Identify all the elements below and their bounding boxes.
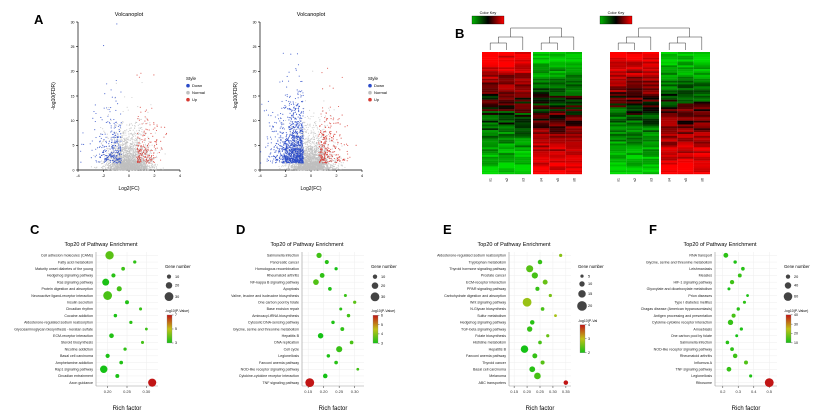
svg-text:30: 30 [253, 20, 257, 24]
svg-text:Volcanoplot: Volcanoplot [115, 12, 144, 18]
svg-text:-4: -4 [258, 173, 262, 178]
heatmap-right: Color Key s1 s2 s3 s4 s5 s6 [596, 6, 720, 204]
svg-text:Log2(FC): Log2(FC) [118, 186, 139, 192]
svg-text:30: 30 [71, 20, 75, 24]
svg-text:10: 10 [71, 119, 75, 123]
svg-text:0: 0 [128, 173, 131, 178]
volcano-plot-right: Volcanoplot -4 -2 0 2 4 0 5 10 15 20 25 30 Log2(FC) -l… [230, 6, 406, 198]
pathway-dotplot-c: Top20 of Pathway Enrichment 0.20 0.25 0.30 R… [6, 236, 206, 414]
svg-text:Style: Style [186, 76, 197, 81]
volcanoLeft-svg: Volcanoplot -4 -2 0 2 4 0 5 10 15 20 25 30 Log2(FC) -l… [51, 12, 205, 192]
svg-text:Up: Up [192, 97, 198, 102]
svg-text:15: 15 [71, 94, 75, 98]
pathway-dotplot-f: Top20 of Pathway Enrichment 0.2 0.3 0.4 0.5 R… [625, 236, 825, 414]
pathway-dotplot-e: Top20 of Pathway Enrichment 0.15 0.20 0.25 0… [419, 236, 619, 414]
svg-text:-2: -2 [102, 173, 106, 178]
svg-text:5: 5 [255, 144, 257, 148]
svg-text:-log10(FDR): -log10(FDR) [233, 82, 239, 110]
svg-text:20: 20 [253, 70, 257, 74]
svg-text:2: 2 [153, 173, 156, 178]
svg-text:10: 10 [253, 119, 257, 123]
svg-text:Volcanoplot: Volcanoplot [297, 12, 326, 18]
svg-text:Log2(FC): Log2(FC) [300, 186, 321, 192]
svg-text:2: 2 [335, 173, 338, 178]
svg-text:0: 0 [310, 173, 313, 178]
volcanoRight-svg: Volcanoplot -4 -2 0 2 4 0 5 10 15 20 25 30 Log2(FC) -l… [233, 12, 387, 192]
panel-label-a: A [34, 12, 44, 27]
svg-text:4: 4 [361, 173, 364, 178]
heatmap-left: Color Key s1 s2 s3 s4 s5 s6 [468, 6, 592, 204]
svg-text:Normal: Normal [192, 90, 205, 95]
svg-text:0: 0 [73, 168, 75, 172]
volcano-plot-left: Volcanoplot -4 -2 0 2 4 0 5 10 15 20 25 30 Log2(FC) -l… [48, 6, 224, 198]
svg-text:-2: -2 [284, 173, 288, 178]
svg-text:25: 25 [253, 45, 257, 49]
svg-text:-log10(FDR): -log10(FDR) [51, 82, 57, 110]
svg-text:0: 0 [255, 168, 257, 172]
panel-label-f: F [649, 222, 657, 237]
pathway-dotplot-d: Top20 of Pathway Enrichment 0.15 0.20 0.25 0… [212, 236, 412, 414]
svg-text:25: 25 [71, 45, 75, 49]
panel-label-b: B [455, 26, 465, 41]
svg-text:-4: -4 [76, 173, 80, 178]
panel-label-e: E [443, 222, 452, 237]
panel-label-d: D [236, 222, 246, 237]
svg-text:5: 5 [73, 144, 75, 148]
svg-text:Down: Down [192, 83, 202, 88]
panel-label-c: C [30, 222, 40, 237]
svg-text:15: 15 [253, 94, 257, 98]
svg-text:4: 4 [179, 173, 182, 178]
svg-text:20: 20 [71, 70, 75, 74]
